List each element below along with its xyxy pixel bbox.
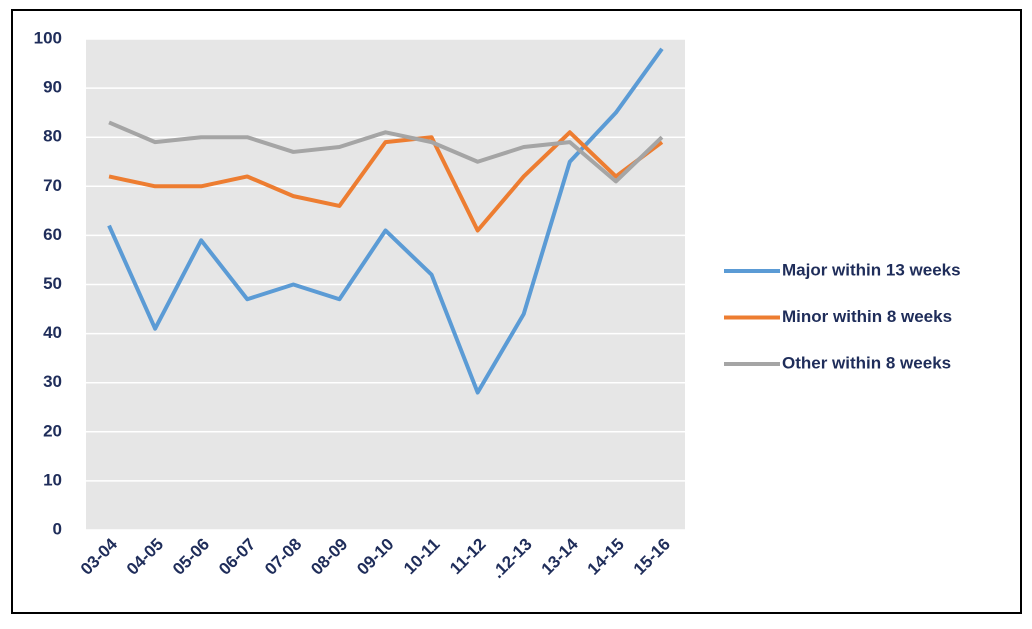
y-tick-label: 100 — [34, 28, 62, 47]
legend-label: Other within 8 weeks — [782, 353, 951, 372]
series-line — [107, 47, 664, 395]
y-tick-label: 20 — [43, 421, 62, 440]
series-line — [108, 130, 664, 233]
series-line — [108, 120, 664, 184]
y-tick-label: 80 — [43, 127, 62, 146]
y-tick-label: 90 — [43, 78, 62, 97]
y-tick-label: 60 — [43, 225, 62, 244]
y-tick-label: 40 — [43, 323, 62, 342]
y-tick-label: 10 — [43, 470, 62, 489]
y-tick-label: 50 — [43, 274, 62, 293]
legend-label: Minor within 8 weeks — [782, 307, 952, 326]
y-tick-label: 0 — [53, 519, 62, 538]
y-tick-label: 70 — [43, 176, 62, 195]
y-tick-label: 30 — [43, 372, 62, 391]
legend-label: Major within 13 weeks — [782, 260, 961, 279]
